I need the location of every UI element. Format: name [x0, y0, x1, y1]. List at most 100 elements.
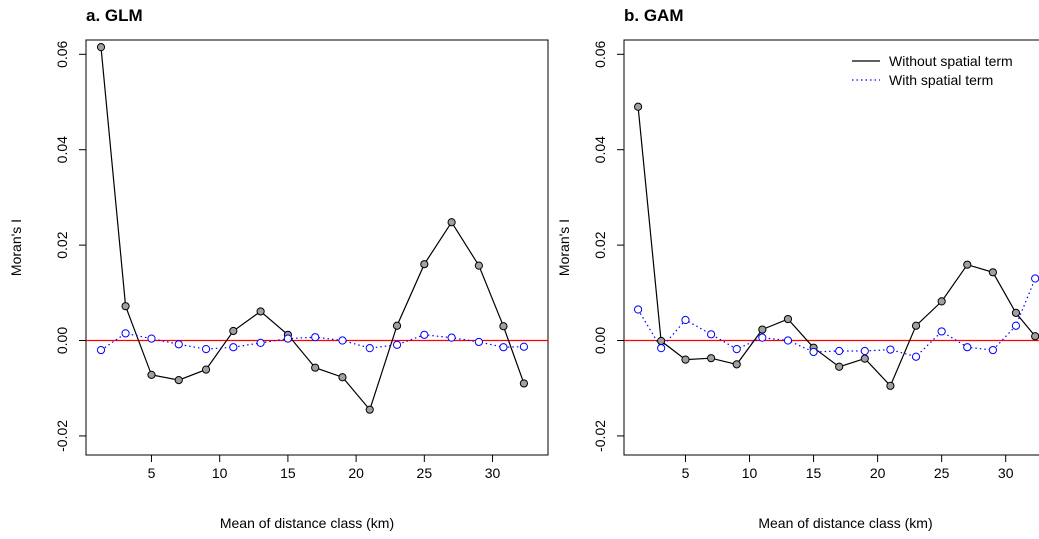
y-tick-label: 0.00: [54, 327, 70, 354]
point-without-spatial-term: [121, 302, 130, 311]
point-with-spatial-term: [474, 337, 483, 347]
point-without-spatial-term: [474, 261, 483, 270]
series-line-without-spatial-term: [637, 106, 1036, 387]
point-with-spatial-term: [519, 342, 529, 351]
x-tick-label: 20: [348, 465, 364, 481]
point-without-spatial-term: [365, 405, 374, 414]
point-with-spatial-term: [283, 334, 293, 343]
point-with-spatial-term: [681, 315, 690, 325]
series-line-with-spatial-term: [637, 278, 1036, 358]
point-without-spatial-term: [706, 354, 716, 363]
chart-title: b. GAM: [624, 6, 684, 25]
point-without-spatial-term: [229, 326, 238, 336]
x-tick-label: 10: [742, 465, 758, 481]
y-tick-label: 0.00: [592, 327, 608, 354]
x-tick-label: 5: [148, 465, 156, 481]
point-without-spatial-term: [447, 218, 456, 227]
y-tick-label: 0.04: [54, 136, 70, 163]
point-without-spatial-term: [499, 322, 508, 331]
x-axis-label: Mean of distance class (km): [220, 515, 394, 531]
point-with-spatial-term: [835, 346, 844, 356]
point-with-spatial-term: [420, 330, 429, 339]
y-tick-label: -0.02: [592, 420, 608, 452]
legend-entry: With spatial term: [889, 72, 993, 88]
x-tick-label: 30: [998, 465, 1014, 481]
y-tick-label: -0.02: [54, 420, 70, 452]
x-tick-label: 30: [485, 465, 501, 481]
point-without-spatial-term: [860, 354, 869, 363]
point-without-spatial-term: [911, 321, 921, 330]
point-with-spatial-term: [174, 340, 183, 349]
panel-gam: b. GAM -0.02 0.00 0.02 0.04 0.06 5 10 15 20 25 30 M…: [556, 6, 1039, 531]
point-with-spatial-term: [732, 345, 741, 354]
point-without-spatial-term: [1031, 332, 1039, 341]
x-tick-label: 15: [806, 465, 822, 481]
point-with-spatial-term: [860, 346, 869, 356]
panel-glm: a. GLM -0.02 0.00 0.02 0.04 0.06 5 10 15 20 25 30 M…: [8, 6, 549, 531]
point-without-spatial-term: [963, 260, 972, 269]
series-line-without-spatial-term: [100, 47, 525, 411]
point-without-spatial-term: [420, 260, 429, 269]
point-without-spatial-term: [633, 102, 643, 111]
legend-entry: Without spatial term: [889, 53, 1013, 69]
point-with-spatial-term: [937, 327, 946, 336]
point-with-spatial-term: [886, 345, 895, 354]
plot-border: [85, 39, 549, 456]
y-tick-label: 0.06: [592, 40, 608, 67]
y-tick-label: 0.06: [54, 40, 70, 67]
point-without-spatial-term: [988, 268, 997, 277]
point-with-spatial-term: [201, 345, 211, 354]
plot-border: [623, 39, 1039, 456]
point-with-spatial-term: [1031, 274, 1039, 283]
point-without-spatial-term: [311, 363, 320, 372]
point-without-spatial-term: [681, 355, 690, 364]
y-tick-label: 0.02: [54, 231, 70, 258]
point-with-spatial-term: [392, 340, 402, 349]
point-without-spatial-term: [519, 379, 529, 388]
point-with-spatial-term: [499, 343, 508, 352]
y-tick-label: 0.02: [592, 231, 608, 258]
point-with-spatial-term: [311, 333, 320, 342]
point-with-spatial-term: [229, 343, 238, 352]
point-without-spatial-term: [201, 365, 211, 374]
point-with-spatial-term: [633, 305, 643, 314]
legend: Without spatial term With spatial term: [852, 53, 1013, 88]
point-with-spatial-term: [657, 344, 666, 353]
x-tick-label: 15: [280, 465, 296, 481]
x-tick-label: 5: [682, 465, 690, 481]
point-with-spatial-term: [338, 336, 347, 345]
point-without-spatial-term: [758, 325, 767, 334]
point-with-spatial-term: [447, 333, 456, 342]
chart-title: a. GLM: [86, 6, 143, 25]
point-without-spatial-term: [147, 370, 156, 379]
point-without-spatial-term: [256, 307, 265, 316]
point-without-spatial-term: [937, 297, 946, 306]
point-with-spatial-term: [809, 347, 818, 357]
point-with-spatial-term: [147, 334, 156, 343]
point-with-spatial-term: [963, 343, 972, 352]
point-with-spatial-term: [758, 333, 767, 342]
x-axis-label: Mean of distance class (km): [758, 515, 932, 531]
x-tick-label: 20: [870, 465, 886, 481]
point-without-spatial-term: [886, 381, 895, 390]
plot-area: [85, 39, 549, 456]
x-tick-label: 25: [417, 465, 433, 481]
point-with-spatial-term: [911, 352, 921, 361]
point-with-spatial-term: [1011, 321, 1021, 330]
plot-area: [623, 39, 1039, 456]
point-without-spatial-term: [96, 43, 106, 52]
x-tick-label: 10: [212, 465, 228, 481]
point-without-spatial-term: [783, 314, 793, 324]
point-with-spatial-term: [365, 344, 374, 353]
point-without-spatial-term: [732, 360, 741, 369]
y-axis-label: Moran's I: [8, 219, 24, 276]
y-tick-label: 0.04: [592, 136, 608, 163]
y-axis-label: Moran's I: [556, 219, 572, 276]
point-with-spatial-term: [256, 338, 265, 348]
point-without-spatial-term: [1011, 308, 1021, 317]
point-without-spatial-term: [392, 321, 402, 330]
point-with-spatial-term: [988, 345, 997, 355]
x-tick-label: 25: [934, 465, 950, 481]
point-with-spatial-term: [783, 336, 793, 345]
